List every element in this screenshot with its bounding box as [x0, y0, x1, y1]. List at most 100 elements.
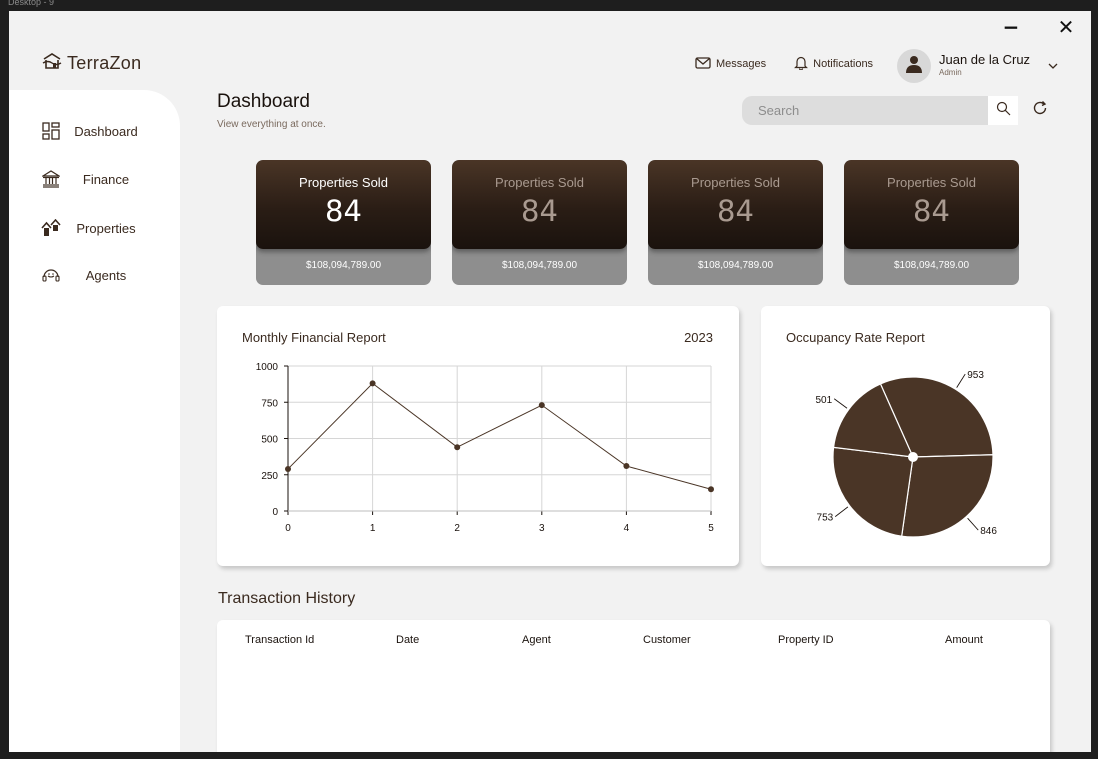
- pie-center: [908, 452, 918, 462]
- avatar: [897, 49, 931, 83]
- stat-card[interactable]: Properties Sold 84 $108,094,789.00: [452, 160, 627, 285]
- stat-label: Properties Sold: [887, 175, 976, 190]
- search-icon: [996, 101, 1011, 120]
- close-button[interactable]: ✕: [1057, 15, 1075, 39]
- data-point: [369, 380, 376, 387]
- notifications-link[interactable]: Notifications: [794, 55, 873, 73]
- search-box: [742, 96, 988, 125]
- stat-label: Properties Sold: [299, 175, 388, 190]
- data-point: [708, 486, 714, 493]
- frame-label: Desktop - 9: [8, 0, 55, 7]
- pie-chart: 953 846 753 501: [815, 370, 997, 538]
- messages-link[interactable]: Messages: [695, 56, 767, 72]
- search-input[interactable]: [758, 103, 988, 118]
- pie-label: 501: [815, 395, 832, 406]
- sidebar: Dashboard Finance: [9, 90, 180, 752]
- y-tick-label: 750: [261, 398, 278, 409]
- bell-icon: [794, 55, 809, 73]
- stat-card[interactable]: Properties Sold 84 $108,094,789.00: [844, 160, 1019, 285]
- mail-icon: [695, 56, 711, 72]
- pie-label: 953: [967, 370, 984, 381]
- sidebar-item-agents[interactable]: Agents: [39, 267, 149, 283]
- stat-card[interactable]: Properties Sold 84 $108,094,789.00: [256, 160, 431, 285]
- stat-value: 84: [913, 194, 950, 228]
- refresh-icon: [1032, 100, 1048, 120]
- stat-value: 84: [325, 194, 362, 228]
- financial-report-year: 2023: [684, 330, 713, 345]
- page-title: Dashboard: [217, 91, 310, 112]
- messages-label: Messages: [716, 58, 767, 70]
- y-tick-label: 250: [261, 471, 278, 482]
- stat-label: Properties Sold: [495, 175, 584, 190]
- occupancy-report-panel: Occupancy Rate Report 953 846 753 501: [761, 306, 1050, 566]
- brand-name: TerraZon: [67, 52, 142, 73]
- pie-label: 846: [980, 526, 997, 537]
- data-point: [538, 402, 545, 409]
- y-tick-label: 1000: [256, 362, 279, 373]
- pie-label-leader: [834, 506, 849, 517]
- occupancy-report-title: Occupancy Rate Report: [786, 330, 925, 345]
- sidebar-item-properties[interactable]: Properties: [39, 219, 149, 237]
- x-tick-label: 0: [285, 523, 291, 534]
- stat-value: 84: [717, 194, 754, 228]
- house-logo-icon: [42, 51, 62, 75]
- financial-report-panel: Monthly Financial Report 2023 0 1 2 3 4 5 0 250…: [217, 306, 739, 566]
- sidebar-item-label: Dashboard: [74, 123, 138, 139]
- column-header[interactable]: Date: [396, 634, 420, 646]
- sidebar-item-dashboard[interactable]: Dashboard: [39, 122, 149, 140]
- sidebar-item-finance[interactable]: Finance: [39, 170, 149, 188]
- user-profile[interactable]: Juan de la Cruz Admin: [897, 49, 1058, 83]
- pie-slice: [832, 446, 914, 537]
- financial-report-title: Monthly Financial Report: [242, 330, 386, 345]
- pie-label-leader: [956, 373, 966, 388]
- x-tick-label: 3: [539, 523, 545, 534]
- data-point: [454, 444, 461, 451]
- x-tick-label: 2: [454, 523, 460, 534]
- pie-slice: [879, 376, 994, 458]
- top-nav: Messages Notifications: [695, 55, 873, 73]
- headset-icon: [39, 267, 63, 283]
- user-role: Admin: [939, 68, 962, 77]
- pie-slice: [901, 454, 994, 538]
- houses-icon: [39, 219, 63, 237]
- data-point: [285, 465, 291, 472]
- stat-amount: $108,094,789.00: [501, 260, 578, 271]
- stat-amount: $108,094,789.00: [893, 260, 970, 271]
- pie-label: 753: [817, 513, 834, 524]
- stat-amount: $108,094,789.00: [697, 260, 774, 271]
- line-chart: 0 1 2 3 4 5 0 250 500 750 1000: [256, 362, 714, 534]
- notifications-label: Notifications: [813, 58, 874, 70]
- x-tick-label: 1: [370, 523, 376, 534]
- column-header[interactable]: Property ID: [778, 634, 834, 646]
- pie-label-leader: [833, 398, 848, 409]
- sidebar-item-label: Agents: [85, 267, 127, 283]
- x-tick-label: 4: [624, 523, 630, 534]
- series-line: [287, 382, 712, 490]
- bank-icon: [39, 170, 63, 188]
- x-tick-label: 5: [708, 523, 714, 534]
- column-header[interactable]: Customer: [643, 634, 691, 646]
- refresh-button[interactable]: [1030, 100, 1050, 120]
- stat-value: 84: [521, 194, 558, 228]
- page-subtitle: View everything at once.: [217, 119, 326, 130]
- stat-amount: $108,094,789.00: [305, 260, 382, 271]
- sidebar-item-label: Properties: [76, 220, 136, 236]
- column-header[interactable]: Amount: [945, 634, 983, 646]
- sidebar-item-label: Finance: [82, 171, 130, 187]
- user-icon: [905, 54, 923, 78]
- stat-card[interactable]: Properties Sold 84 $108,094,789.00: [648, 160, 823, 285]
- data-point: [623, 463, 630, 470]
- y-tick-label: 500: [261, 435, 278, 446]
- y-tick-label: 0: [272, 507, 278, 518]
- pie-label-leader: [967, 517, 979, 531]
- pie-slice: [832, 383, 914, 458]
- column-header[interactable]: Transaction Id: [245, 634, 315, 646]
- transaction-table: Transaction Id Date Agent Customer Prope…: [217, 620, 1050, 752]
- column-header[interactable]: Agent: [522, 634, 551, 646]
- stat-label: Properties Sold: [691, 175, 780, 190]
- search-button[interactable]: [988, 96, 1018, 125]
- minimize-button[interactable]: −: [1002, 15, 1020, 39]
- brand-logo[interactable]: TerraZon: [42, 51, 141, 75]
- dashboard-grid-icon: [39, 122, 63, 140]
- chevron-down-icon[interactable]: [1048, 54, 1058, 73]
